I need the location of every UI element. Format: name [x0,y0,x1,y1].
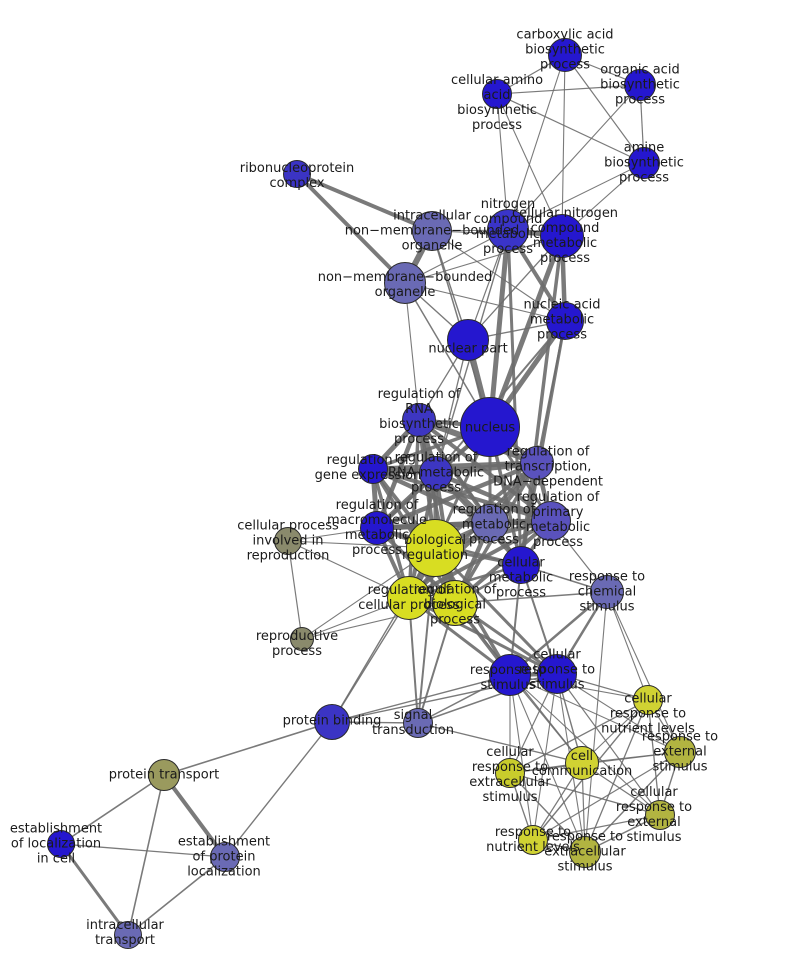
graph-edge [584,699,649,853]
graph-node-carboxylic-acid-biosynthetic-process[interactable] [548,38,582,72]
graph-node-cellular-amino-acid-biosynthetic-process[interactable] [482,79,512,109]
graph-edge [584,591,608,853]
graph-edge [487,227,511,430]
graph-node-regulation-of-macromolecule-metabolic-process[interactable] [360,511,394,545]
graph-edge [163,721,333,776]
graph-edge [431,230,566,322]
graph-edge [564,54,645,164]
graph-node-cellular-response-to-external-stimulus[interactable] [645,800,675,830]
graph-edge [532,673,558,841]
graph-edge [404,282,420,421]
graph-edge [606,591,681,753]
graph-edge [417,673,558,724]
graph-edge [59,842,130,937]
graph-node-regulation-of-gene-expression[interactable] [358,454,388,484]
graph-node-response-to-chemical-stimulus[interactable] [590,575,624,609]
graph-edge [556,673,681,753]
graph-node-cellular-nitrogen-compound-metabolic-process[interactable] [540,214,584,258]
graph-node-cellular-metabolic-process[interactable] [502,546,540,584]
graph-edge [60,774,165,845]
graph-edge [647,699,661,816]
graph-node-cell-communication[interactable] [565,746,599,780]
graph-node-reproductive-process[interactable] [290,627,314,651]
graph-edge [496,93,645,164]
graph-node-establishment-of-protein-localization[interactable] [210,842,240,872]
graph-node-nuclear-part[interactable] [447,319,489,361]
graph-node-amine-biosynthetic-process[interactable] [628,147,660,179]
graph-edge [509,674,586,853]
graph-node-regulation-of-metabolic-process[interactable] [471,504,509,542]
graph-node-organic-acid-biosynthetic-process[interactable] [624,69,656,101]
graph-edge [467,235,563,341]
graph-node-biological-regulation[interactable] [406,519,464,577]
graph-node-regulation-of-biological-process[interactable] [432,580,478,626]
graph-node-nitrogen-compound-metabolic-process[interactable] [487,209,529,251]
graph-edge [404,282,566,322]
graph-edge [507,54,566,231]
graph-node-regulation-of-transcription-dna-dependent[interactable] [520,446,554,480]
graph-node-response-to-external-stimulus[interactable] [664,736,696,768]
graph-edge [162,773,227,859]
graph-node-nucleic-acid-metabolic-process[interactable] [546,302,584,340]
graph-edge [127,774,165,936]
graph-edge [371,467,553,523]
graph-edge [509,772,586,853]
graph-node-cellular-response-to-stimulus[interactable] [537,654,577,694]
graph-edge [370,460,540,472]
graph-edge [370,466,493,526]
graph-edge [287,540,303,640]
graph-node-cellular-process-involved-in-reproduction[interactable] [274,527,302,555]
graph-edge [496,93,509,231]
graph-edge [606,591,649,701]
graph-edge [417,722,583,764]
graph-node-regulation-of-primary-metabolic-process[interactable] [531,501,571,541]
graph-edge [295,172,407,285]
graph-node-response-to-nutrient-levels[interactable] [518,825,548,855]
graph-edge [509,772,661,816]
graph-edge [532,751,681,841]
graph-node-non-membrane-bounded-organelle[interactable] [384,262,426,304]
graph-edge [509,699,649,774]
graph-edge [507,84,641,231]
graph-edge [496,93,563,237]
graph-node-protein-transport[interactable] [148,759,180,791]
graph-edge [584,751,681,853]
graph-edge [507,162,645,231]
graph-edge [404,235,563,284]
graph-edge [407,418,421,600]
graph-edge [301,602,456,640]
graph-edge [532,814,661,841]
graph-node-establishment-of-localization-in-cell[interactable] [47,830,75,858]
graph-edge [127,856,226,936]
graph-node-cellular-response-to-extracellular-stimulus[interactable] [495,758,525,788]
graph-node-signal-transduction[interactable] [403,708,433,738]
graph-node-regulation-of-rna-biosynthetic-process[interactable] [402,403,436,437]
graph-node-ribonucleoprotein-complex[interactable] [283,160,311,188]
graph-edge [295,172,434,233]
graph-edge [536,320,566,464]
graph-node-nucleus[interactable] [460,397,520,457]
graph-edge [509,674,534,841]
graph-node-regulation-of-cellular-process[interactable] [387,576,431,620]
graph-edge [407,519,553,600]
graph-edge [224,721,333,858]
graph-edge [60,843,226,858]
graph-node-regulation-of-rna-metabolic-process[interactable] [419,456,453,490]
graph-edge [496,84,641,95]
graph-node-response-to-extracellular-stimulus[interactable] [569,836,601,868]
graph-edge [561,54,566,237]
graph-node-protein-binding[interactable] [314,704,350,740]
graph-node-intracellular-transport[interactable] [114,921,142,949]
graph-edge [509,674,661,816]
graph-edge [331,597,410,723]
graph-edge [417,547,436,724]
graph-node-response-to-stimulus[interactable] [489,654,531,696]
graph-node-intracellular-non-membrane-bounded-organelle[interactable] [412,211,452,251]
graph-node-cellular-response-to-nutrient-levels[interactable] [633,685,663,715]
graph-edge [331,674,511,723]
